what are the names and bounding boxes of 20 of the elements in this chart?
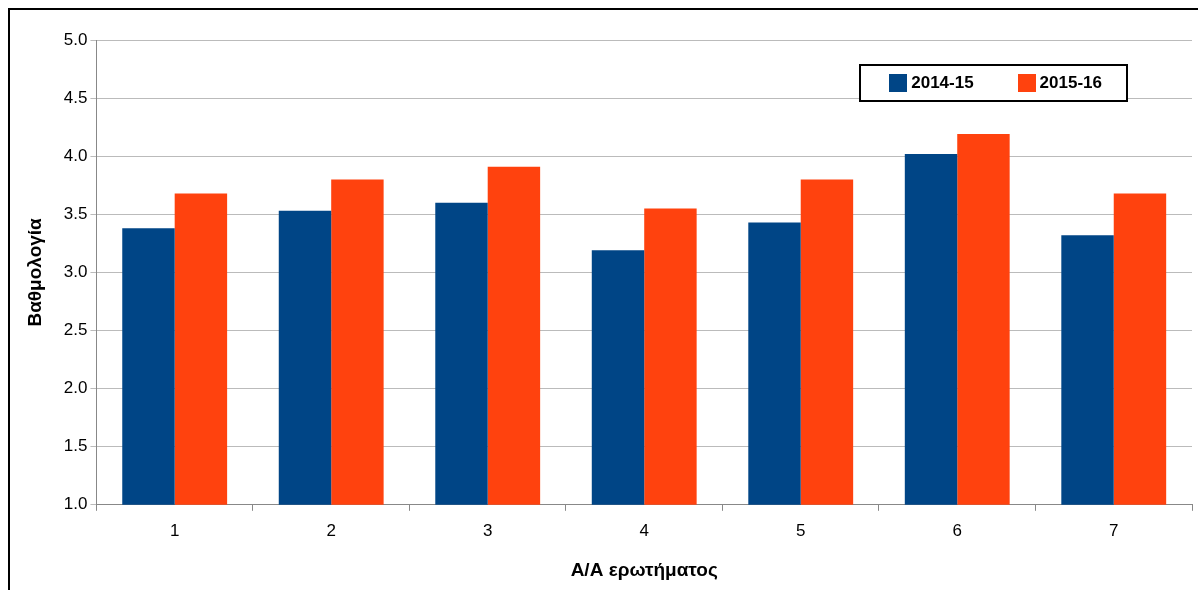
x-axis-title: Α/Α ερωτήματος: [570, 558, 718, 580]
x-tick-label: 7: [1109, 520, 1119, 540]
y-axis-title: Βαθμολογία: [23, 217, 45, 327]
y-tick-label: 1.0: [63, 494, 88, 514]
legend-label: 2014-15: [911, 73, 974, 93]
x-tick-label: 6: [952, 520, 962, 540]
y-tick-label: 2.0: [63, 378, 88, 398]
legend-label: 2015-16: [1039, 73, 1102, 93]
x-tick-label: 5: [795, 520, 806, 540]
y-tick-label: 1.5: [63, 436, 88, 456]
y-tick-label: 4.5: [63, 87, 88, 107]
y-tick-label: 4.0: [63, 145, 88, 165]
x-tick-label: 4: [639, 520, 649, 540]
x-tick-label: 1: [169, 520, 180, 540]
x-tick-label: 3: [482, 520, 493, 540]
y-tick-label: 5.0: [63, 29, 88, 49]
y-tick-label: 3.5: [63, 203, 88, 223]
y-tick-label: 3.0: [63, 262, 88, 282]
x-tick-label: 2: [326, 520, 336, 540]
y-tick-label: 2.5: [63, 320, 88, 340]
